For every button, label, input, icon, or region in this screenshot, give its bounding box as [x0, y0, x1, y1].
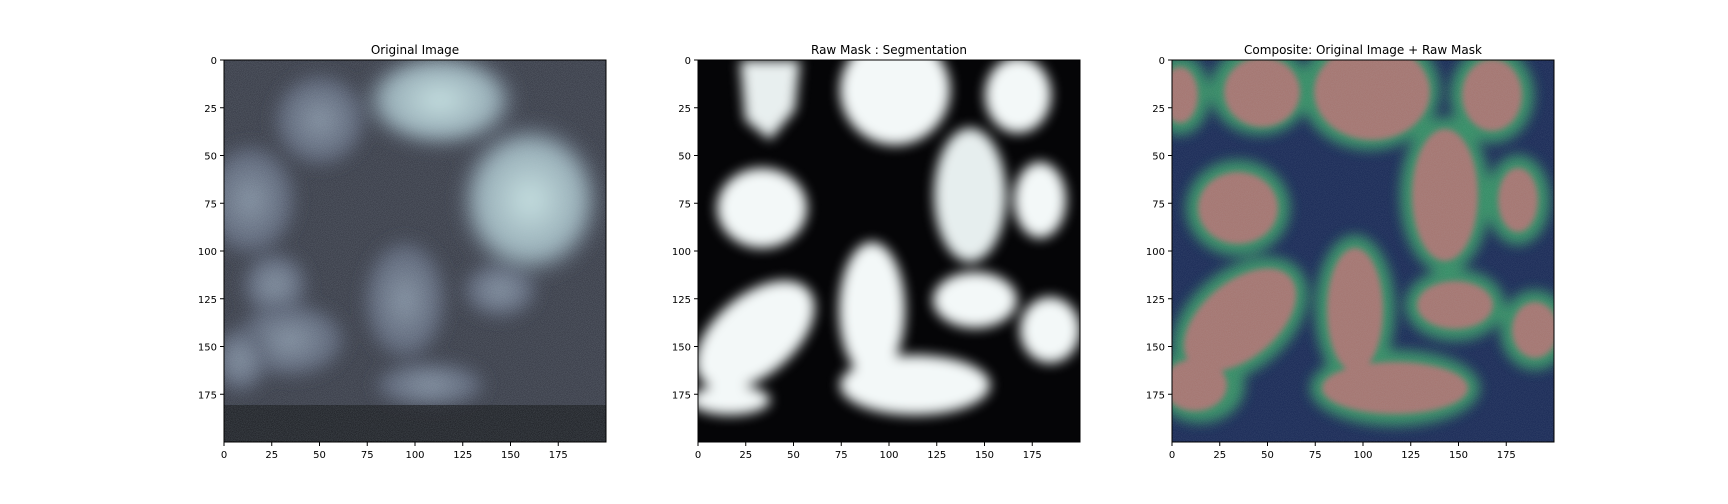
y-tick-label: 125 [198, 295, 217, 306]
y-tick-label: 100 [1146, 247, 1165, 258]
x-tick-label: 150 [975, 450, 994, 461]
axis-ticks: 0 25 50 75 100 125 150 175 0 25 50 75 100 125 150 175 [1146, 56, 1516, 461]
x-tick-label: 125 [453, 450, 472, 461]
x-tick-label: 50 [1261, 450, 1274, 461]
y-tick-label: 100 [198, 247, 217, 258]
y-tick-label: 50 [678, 152, 691, 163]
panel-title: Raw Mask : Segmentation [811, 43, 967, 57]
x-tick-label: 50 [787, 450, 800, 461]
y-tick-label: 25 [1152, 104, 1165, 115]
x-tick-label: 0 [695, 450, 701, 461]
x-tick-label: 50 [313, 450, 326, 461]
x-tick-label: 125 [927, 450, 946, 461]
y-tick-label: 75 [204, 199, 217, 210]
x-tick-label: 25 [265, 450, 278, 461]
y-tick-label: 175 [198, 390, 217, 401]
panel-original-image: Original Image 0 25 50 75 100 125 150 175 0 25 50 7… [198, 43, 607, 461]
x-tick-label: 0 [221, 450, 227, 461]
y-tick-label: 175 [1146, 390, 1165, 401]
y-tick-label: 150 [1146, 343, 1165, 354]
x-tick-label: 100 [405, 450, 424, 461]
x-tick-label: 0 [1169, 450, 1175, 461]
x-tick-label: 75 [361, 450, 374, 461]
y-tick-label: 25 [678, 104, 691, 115]
original-image [224, 60, 606, 442]
x-tick-label: 125 [1401, 450, 1420, 461]
x-tick-label: 25 [1213, 450, 1226, 461]
y-tick-label: 150 [198, 343, 217, 354]
x-tick-label: 175 [1023, 450, 1042, 461]
x-tick-label: 150 [501, 450, 520, 461]
axis-ticks: 0 25 50 75 100 125 150 175 0 25 50 75 100 125 150 175 [672, 56, 1042, 461]
y-tick-label: 0 [685, 56, 691, 67]
x-tick-label: 25 [739, 450, 752, 461]
y-tick-label: 50 [204, 152, 217, 163]
y-tick-label: 125 [672, 295, 691, 306]
y-tick-label: 175 [672, 390, 691, 401]
x-tick-label: 150 [1449, 450, 1468, 461]
panel-raw-mask: Raw Mask : Segmentation 0 25 50 75 100 125 150… [672, 43, 1081, 461]
x-tick-label: 100 [1353, 450, 1372, 461]
x-tick-label: 100 [879, 450, 898, 461]
y-tick-label: 25 [204, 104, 217, 115]
panel-composite: Composite: Original Image + Raw Mask [1146, 43, 1555, 461]
panel-title: Composite: Original Image + Raw Mask [1244, 43, 1482, 57]
axis-ticks: 0 25 50 75 100 125 150 175 0 25 50 75 100 125 150 175 [198, 56, 568, 461]
y-tick-label: 125 [1146, 295, 1165, 306]
x-tick-label: 75 [835, 450, 848, 461]
y-tick-label: 50 [1152, 152, 1165, 163]
y-tick-label: 75 [1152, 199, 1165, 210]
y-tick-label: 0 [211, 56, 217, 67]
y-tick-label: 150 [672, 343, 691, 354]
x-tick-label: 175 [549, 450, 568, 461]
mask-image [698, 60, 1080, 442]
x-tick-label: 75 [1309, 450, 1322, 461]
panel-title: Original Image [371, 43, 459, 57]
y-tick-label: 75 [678, 199, 691, 210]
y-tick-label: 0 [1159, 56, 1165, 67]
x-tick-label: 175 [1497, 450, 1516, 461]
y-tick-label: 100 [672, 247, 691, 258]
composite-image [1172, 60, 1554, 442]
